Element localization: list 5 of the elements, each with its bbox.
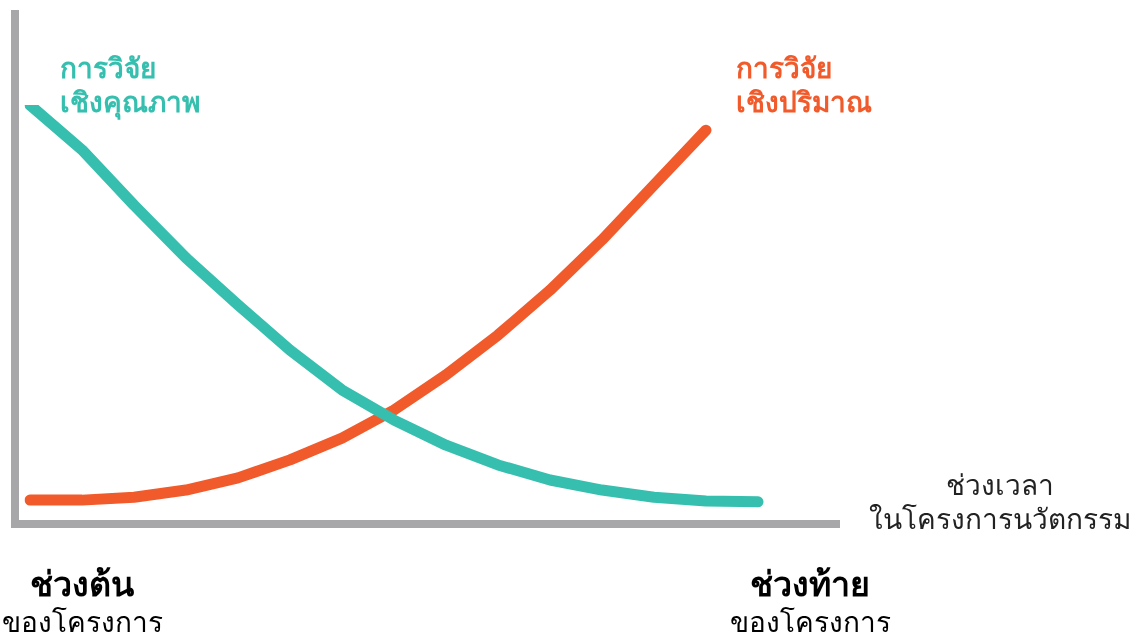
x-axis-title: ช่วงเวลา ในโครงการนวัตกรรม: [869, 469, 1131, 536]
series-label: การวิจัย เชิงคุณภาพ: [60, 52, 200, 120]
x-tick-label: ช่วงท้าย ของโครงการ: [729, 564, 891, 639]
series-label: การวิจัย เชิงปริมาณ: [736, 52, 872, 119]
x-tick-label: ช่วงต้น ของโครงการ: [1, 564, 163, 639]
